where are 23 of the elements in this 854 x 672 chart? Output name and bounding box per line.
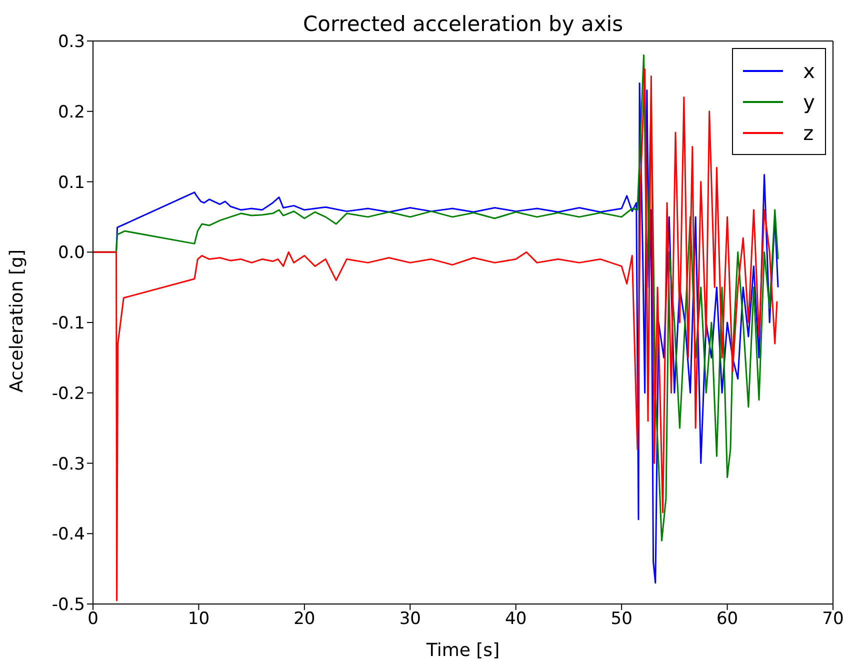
y-tick-label: 0.2 — [58, 102, 85, 122]
legend-label: y — [803, 90, 815, 114]
y-tick-label: 0.1 — [58, 172, 85, 193]
y-tick-label: 0.0 — [58, 243, 85, 264]
x-tick-label: 0 — [88, 609, 98, 630]
chart-title: Corrected acceleration by axis — [302, 12, 624, 36]
x-tick-label: 40 — [505, 609, 527, 630]
y-axis-title: Acceleration [g] — [6, 249, 28, 392]
y-tick-label: -0.5 — [52, 595, 85, 616]
x-tick-label: 30 — [399, 609, 421, 630]
y-tick-label: -0.2 — [52, 384, 85, 404]
y-tick-label: -0.4 — [52, 524, 85, 545]
y-tick-label: 0.3 — [58, 32, 85, 52]
x-tick-label: 70 — [822, 609, 844, 630]
x-tick-label: 50 — [610, 609, 632, 630]
legend-label: z — [803, 120, 814, 144]
x-tick-label: 60 — [716, 609, 738, 630]
y-tick-label: -0.1 — [52, 314, 85, 334]
x-tick-label: 20 — [294, 609, 316, 630]
y-tick-label: -0.3 — [52, 454, 85, 474]
legend-label: x — [803, 58, 815, 82]
x-tick-label: 10 — [188, 609, 210, 630]
x-axis-title: Time [s] — [425, 640, 500, 661]
